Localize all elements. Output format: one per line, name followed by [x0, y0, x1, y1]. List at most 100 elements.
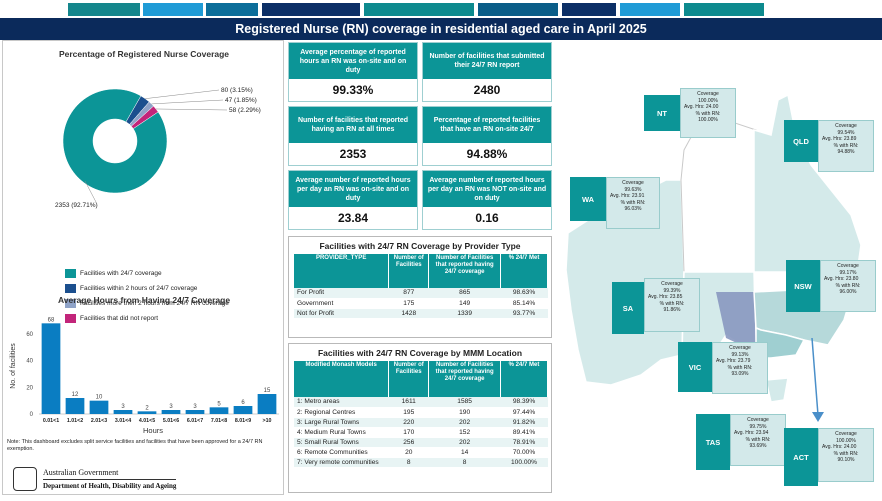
column-header[interactable]: Number of Facilities [388, 254, 430, 288]
pie-slice-label: 47 (1.85%) [225, 97, 257, 104]
column-header[interactable]: % 24/7 Met [500, 361, 548, 397]
kpi-value: 94.88% [466, 147, 508, 161]
kpi-label: Percentage of reported facilities that h… [423, 107, 551, 143]
state-label-nsw[interactable]: NSW [786, 260, 820, 312]
page-title: Registered Nurse (RN) coverage in reside… [0, 18, 882, 40]
bar[interactable] [233, 406, 253, 414]
table-row[interactable]: 3: Large Rural Towns 220 202 91.82% [294, 417, 548, 428]
mmm-table-title: Facilities with 24/7 RN Coverage by MMM … [317, 348, 523, 358]
bar[interactable] [257, 394, 277, 414]
pie-leader-line [155, 108, 228, 111]
pie-leader-line [84, 180, 98, 205]
bar[interactable] [41, 323, 61, 414]
table-row[interactable]: 1: Metro areas 1611 1585 98.39% [294, 397, 548, 408]
x-tick-label: 5.01<6 [163, 418, 179, 424]
pie-slice-label: 2353 (92.71%) [55, 202, 98, 209]
table-row[interactable]: 4: Medium Rural Towns 170 152 89.41% [294, 427, 548, 438]
kpi-value: 23.84 [337, 211, 369, 225]
kpi-value: 0.16 [475, 211, 499, 225]
provider-type-table: Facilities with 24/7 RN Coverage by Prov… [288, 236, 552, 338]
kpi-label: Number of facilities that submitted thei… [423, 43, 551, 79]
kpi-value: 2480 [473, 83, 501, 97]
pie-slice[interactable] [62, 88, 168, 194]
coverage-donut-chart: 2353 (92.71%) 80 (3.15%) 47 (1.85%) 58 (2.2… [55, 87, 261, 209]
x-tick-label: 8.01<9 [235, 418, 251, 424]
x-tick-label: 3.01<4 [115, 418, 131, 424]
kpi-card: Number of facilities that reported havin… [288, 106, 418, 166]
kpi-card: Average percentage of reported hours an … [288, 42, 418, 102]
bar-value-label: 6 [241, 400, 245, 406]
coat-of-arms-icon [13, 467, 37, 491]
table-row[interactable]: 2: Regional Centres 195 190 97.44% [294, 407, 548, 418]
table-row[interactable]: 6: Remote Communities 20 14 70.00% [294, 447, 548, 458]
kpi-value: 99.33% [332, 83, 374, 97]
kpi-card: Average number of reported hours per day… [422, 170, 552, 230]
x-tick-label: 6.01<7 [187, 418, 203, 424]
mmm-location-table: Facilities with 24/7 RN Coverage by MMM … [288, 343, 552, 493]
bar-value-label: 2 [145, 405, 149, 411]
table-row[interactable]: 5: Small Rural Towns 256 202 78.91% [294, 437, 548, 448]
y-tick-label: 0 [30, 412, 34, 418]
bar[interactable] [89, 400, 109, 414]
state-label-sa[interactable]: SA [612, 282, 644, 334]
bar[interactable] [113, 410, 133, 414]
x-axis-label: Hours [143, 426, 163, 435]
bar[interactable] [137, 411, 157, 414]
kpi-card: Average number of reported hours per day… [288, 170, 418, 230]
bar-value-label: 12 [72, 392, 79, 398]
state-label-tas[interactable]: TAS [696, 414, 730, 470]
bar[interactable] [209, 407, 229, 414]
sa-highlight [716, 292, 756, 358]
bar[interactable] [65, 398, 85, 414]
column-header[interactable]: Number of Facilities [388, 361, 430, 397]
table-row[interactable]: Government 175 149 85.14% [294, 298, 548, 309]
kpi-label: Number of facilities that reported havin… [289, 107, 417, 143]
bar-value-label: 5 [217, 401, 221, 407]
x-tick-label: 0.01<1 [43, 418, 59, 424]
state-label-wa[interactable]: WA [570, 177, 606, 221]
state-stats-qld: Coverage 99.54% Avg. Hrs: 23.89 % with RN… [818, 120, 874, 172]
government-logo: Australian Government Department of Heal… [13, 467, 177, 491]
table-row[interactable]: Not for Profit 1428 1339 93.77% [294, 308, 548, 319]
column-header[interactable]: PROVIDER_TYPE [294, 254, 390, 288]
column-header[interactable]: % 24/7 Met [500, 254, 548, 288]
bar[interactable] [185, 410, 205, 414]
table-row[interactable]: 7: Very remote communities 8 8 100.00% [294, 457, 548, 468]
legend-swatch [65, 284, 76, 293]
map-region-tas[interactable] [765, 377, 789, 403]
state-label-qld[interactable]: QLD [784, 120, 818, 162]
legend-swatch [65, 314, 76, 323]
bar[interactable] [161, 410, 181, 414]
table-row[interactable]: For Profit 877 865 98.63% [294, 288, 548, 299]
state-stats-sa: Coverage 99.39% Avg. Hrs: 23.85 % with RN… [644, 278, 700, 332]
pie-leader-line [151, 99, 224, 105]
column-header[interactable]: Number of Facilities that reported havin… [428, 361, 502, 397]
legend-item: Facilities that did not report [65, 311, 229, 326]
state-label-vic[interactable]: VIC [678, 342, 712, 392]
state-stats-nt: Coverage 100.00% Avg. Hrs: 24.00 % with R… [680, 88, 736, 138]
state-stats-wa: Coverage 99.63% Avg. Hrs: 23.91 % with RN… [606, 177, 660, 229]
x-tick-label: 2.01<3 [91, 418, 107, 424]
column-header[interactable]: Modified Monash Models [294, 361, 390, 397]
kpi-card: Number of facilities that submitted thei… [422, 42, 552, 102]
state-label-nt[interactable]: NT [644, 95, 680, 131]
state-stats-tas: Coverage 99.75% Avg. Hrs: 23.94 % with RN… [730, 414, 786, 466]
kpi-value: 2353 [339, 147, 367, 161]
x-tick-label: 1.01<2 [67, 418, 83, 424]
pie-title: Percentage of Registered Nurse Coverage [58, 49, 230, 59]
top-decorative-strip [0, 0, 882, 18]
govt-name: Australian Government [43, 468, 119, 477]
y-tick-label: 20 [26, 385, 33, 391]
australia-map-panel: NT Coverage 100.00% Avg. Hrs: 24.00 % wit… [556, 40, 880, 495]
state-label-act[interactable]: ACT [784, 428, 818, 486]
act-pointer-arrow [812, 412, 824, 422]
legend-swatch [65, 299, 76, 308]
legend-item: Facilities more then 2 hours from 24/7 R… [65, 296, 229, 311]
kpi-label: Average number of reported hours per day… [289, 171, 417, 207]
provider-table-title: Facilities with 24/7 RN Coverage by Prov… [319, 241, 521, 251]
pie-legend: Facilities with 24/7 coverage Facilities… [65, 266, 229, 326]
map-region-nt[interactable] [680, 119, 757, 273]
pie-slice-label: 58 (2.29%) [229, 107, 261, 114]
y-axis-label: No. of facilities [10, 343, 17, 389]
column-header[interactable]: Number of Facilities that reported havin… [428, 254, 502, 288]
